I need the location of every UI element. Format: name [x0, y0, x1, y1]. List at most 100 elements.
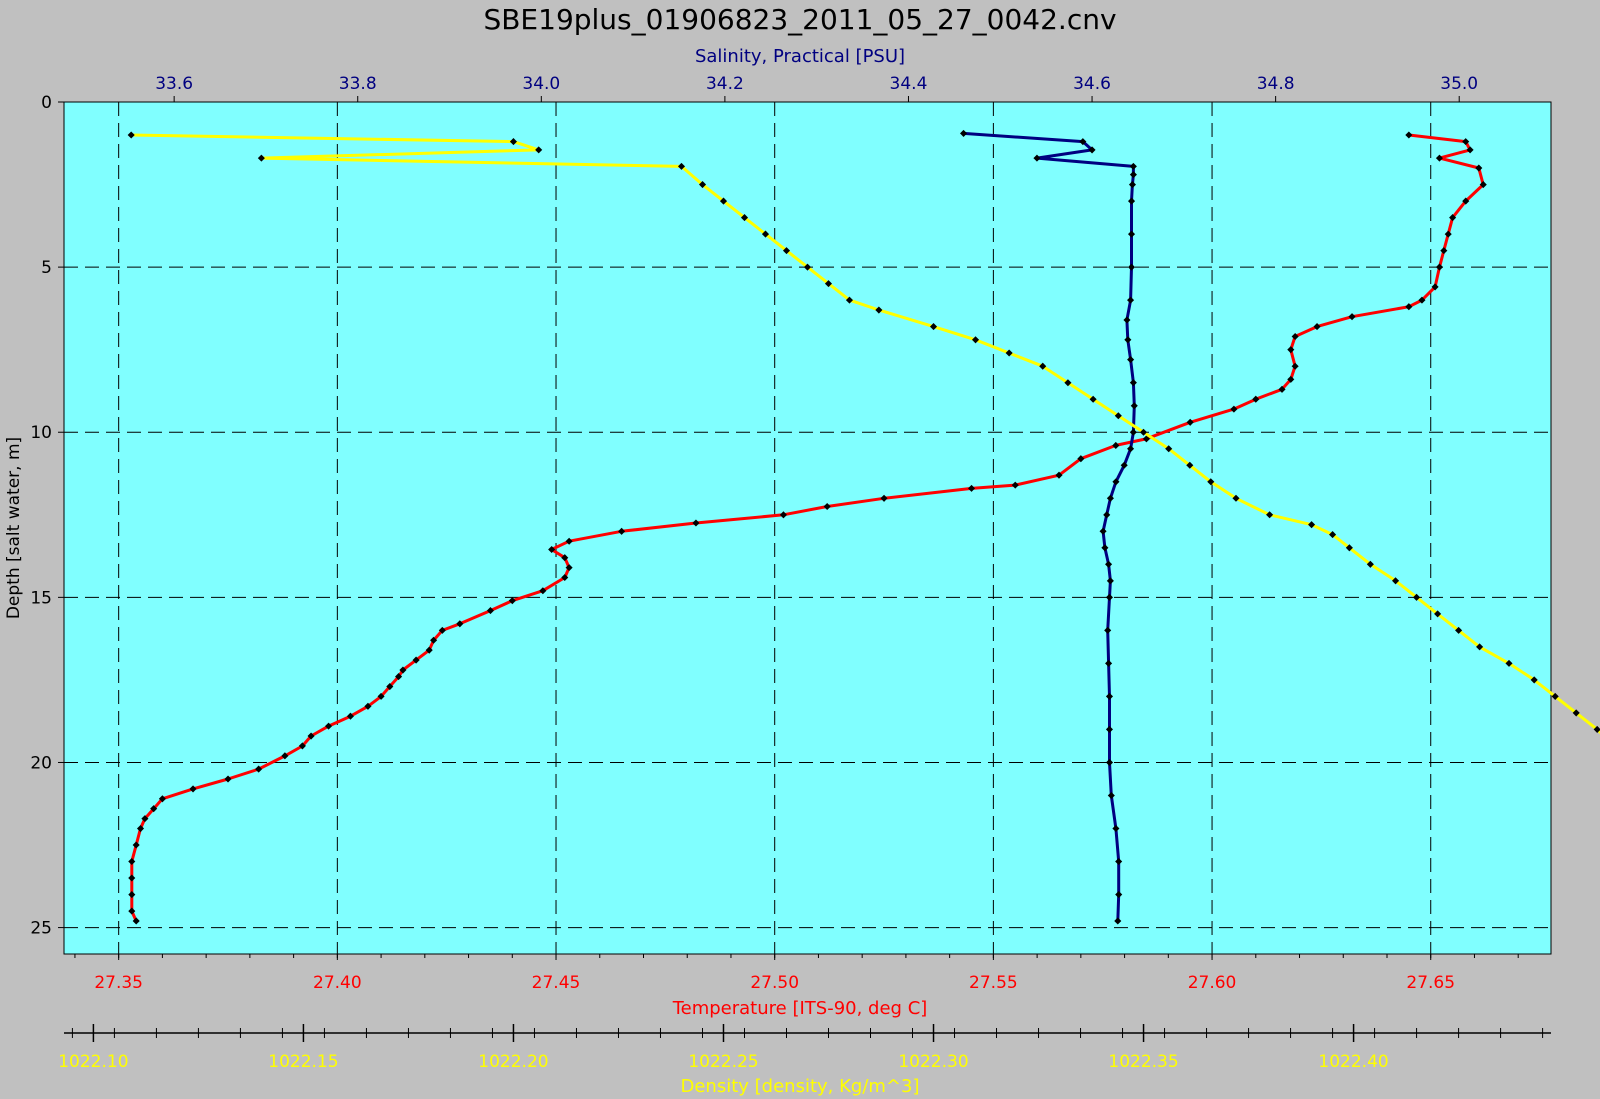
temperature-tick-label: 27.45: [532, 973, 581, 993]
data-point-density: [1165, 445, 1173, 453]
data-point-density: [677, 162, 686, 170]
data-point-density: [761, 230, 770, 238]
data-point-temperature: [1444, 230, 1452, 238]
y-axis-label: Depth [salt water, m]: [4, 437, 24, 619]
data-point-temperature: [508, 597, 516, 605]
y-tick-label: 5: [41, 258, 52, 278]
data-point-temperature: [1313, 323, 1321, 331]
data-point-salinity: [1105, 593, 1113, 601]
data-point-density: [1308, 521, 1316, 529]
data-point-temperature: [377, 692, 385, 700]
series-line-density: [131, 133, 1600, 735]
temperature-tick-label: 27.55: [969, 973, 1018, 993]
data-point-density: [930, 323, 938, 331]
salinity-tick-label: 34.8: [1257, 74, 1295, 94]
data-point-salinity: [1114, 917, 1122, 925]
data-point-temperature: [386, 682, 394, 691]
data-point-salinity: [1105, 692, 1114, 700]
temperature-tick-label: 27.40: [313, 973, 362, 993]
data-point-temperature: [779, 511, 787, 519]
data-point-temperature: [561, 554, 569, 562]
data-point-density: [845, 296, 854, 304]
data-point-salinity: [1079, 138, 1087, 146]
data-point-temperature: [346, 712, 354, 720]
data-point-temperature: [1475, 164, 1483, 172]
data-point-temperature: [1405, 131, 1413, 139]
data-point-density: [1366, 560, 1374, 568]
data-point-temperature: [307, 732, 315, 740]
salinity-tick-label: 34.0: [522, 74, 560, 94]
temperature-tick-label: 27.50: [750, 973, 799, 993]
y-tick-label: 10: [30, 423, 52, 443]
data-point-temperature: [298, 742, 306, 750]
density-tick-label: 1022.35: [1108, 1052, 1178, 1072]
data-point-density: [1329, 531, 1337, 539]
data-point-temperature: [136, 824, 145, 833]
data-point-temperature: [224, 775, 232, 783]
temperature-tick-label: 27.60: [1188, 973, 1237, 993]
temperature-tick-label: 27.35: [94, 973, 143, 993]
data-point-salinity: [1124, 336, 1132, 344]
data-point-temperature: [158, 795, 166, 803]
data-point-salinity: [1099, 527, 1107, 535]
data-point-temperature: [128, 857, 136, 866]
density-axis-label: Density [density, Kg/m^3]: [680, 1076, 919, 1097]
data-point-temperature: [565, 564, 573, 572]
data-point-density: [875, 306, 883, 314]
data-point-salinity: [1129, 379, 1137, 387]
data-point-temperature: [1348, 313, 1356, 321]
plot-area: [63, 101, 1552, 955]
data-point-density: [127, 131, 135, 139]
data-point-salinity: [1106, 577, 1114, 585]
data-point-temperature: [618, 527, 626, 535]
data-point-salinity: [1120, 461, 1128, 469]
data-point-temperature: [1405, 303, 1413, 311]
y-tick-label: 20: [30, 753, 52, 773]
data-point-temperature: [539, 587, 547, 595]
density-tick-label: 1022.15: [268, 1052, 338, 1072]
density-tick-label: 1022.30: [898, 1052, 968, 1072]
data-point-temperature: [438, 626, 446, 634]
density-tick-label: 1022.40: [1318, 1052, 1388, 1072]
data-point-salinity: [1127, 230, 1136, 238]
temperature-axis-label: Temperature [ITS-90, deg C]: [672, 998, 928, 1019]
data-point-temperature: [1186, 418, 1194, 426]
data-point-temperature: [1011, 481, 1019, 489]
data-point-temperature: [1291, 332, 1299, 341]
data-point-salinity: [1103, 511, 1111, 519]
grid-lines: [64, 102, 1551, 954]
data-point-density: [1345, 544, 1353, 552]
data-point-temperature: [395, 673, 403, 681]
data-point-density: [1064, 379, 1072, 387]
data-point-temperature: [150, 805, 158, 813]
temperature-tick-label: 27.65: [1406, 973, 1455, 993]
data-point-density: [1413, 593, 1421, 601]
salinity-tick-label: 34.4: [890, 74, 928, 94]
y-tick-label: 0: [41, 93, 52, 113]
data-point-salinity: [1105, 560, 1113, 568]
data-point-density: [1232, 494, 1240, 502]
data-point-temperature: [141, 815, 149, 823]
data-point-temperature: [880, 494, 888, 502]
data-point-temperature: [548, 545, 556, 554]
salinity-tick-label: 33.6: [155, 74, 193, 94]
data-point-temperature: [486, 607, 494, 615]
data-point-salinity: [1130, 402, 1138, 410]
y-tick-label: 25: [30, 919, 52, 939]
data-point-temperature: [561, 573, 569, 582]
data-point-temperature: [399, 666, 407, 674]
salinity-tick-label: 33.8: [339, 74, 377, 94]
density-tick-label: 1022.20: [478, 1052, 548, 1072]
data-point-salinity: [1105, 758, 1114, 767]
salinity-tick-label: 34.6: [1073, 74, 1111, 94]
data-point-density: [698, 181, 707, 189]
data-point-temperature: [692, 519, 700, 527]
axes-group: 0 5 10 15 20 25 Depth [salt water, m] 33.6 33.8 3…: [4, 46, 1551, 1097]
data-point-temperature: [1287, 346, 1295, 354]
data-point-density: [1186, 461, 1194, 469]
data-point-density: [1434, 610, 1442, 618]
data-point-temperature: [967, 484, 976, 492]
density-tick-label: 1022.25: [688, 1052, 758, 1072]
data-point-salinity: [1115, 891, 1123, 899]
